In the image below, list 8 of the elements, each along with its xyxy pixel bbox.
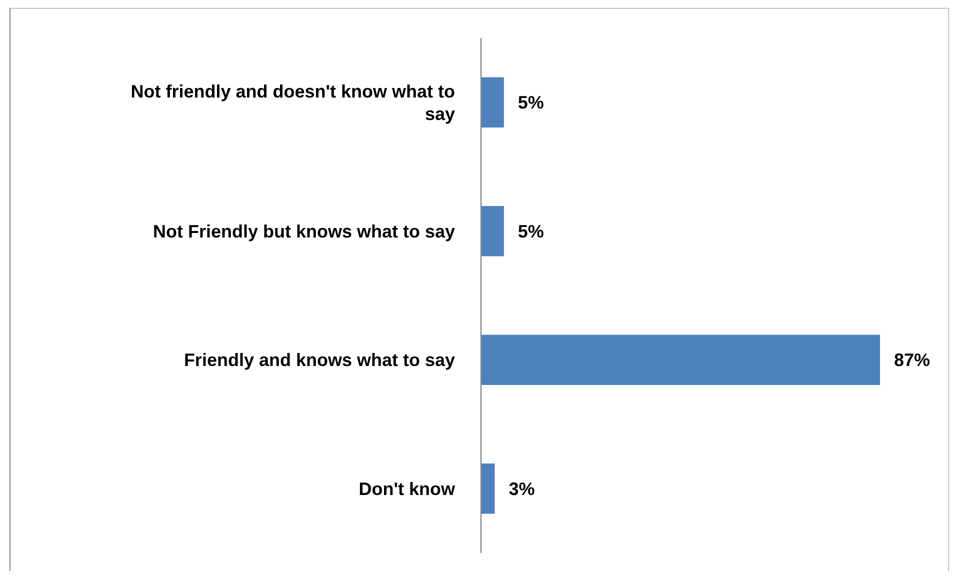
data-label: 5% xyxy=(518,221,544,242)
data-label: 5% xyxy=(518,92,544,113)
y-tick-label: Don't know xyxy=(358,478,456,499)
y-tick-label: Friendly and knows what to say xyxy=(184,350,455,370)
y-tick-label: Not friendly and doesn't know what to say xyxy=(130,81,456,124)
y-tick-label: Not Friendly but knows what to say xyxy=(152,221,455,242)
data-label: 87% xyxy=(894,350,930,370)
data-label: 3% xyxy=(508,478,535,499)
